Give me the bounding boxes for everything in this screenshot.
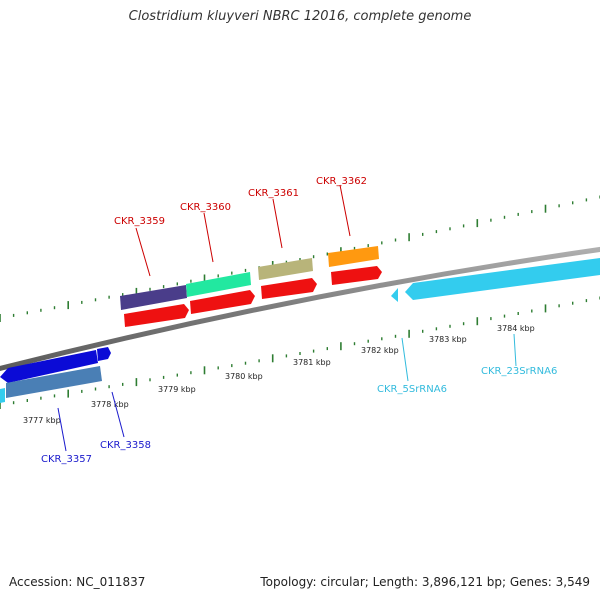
label-ckr-23srrna6: CKR_23SrRNA6 — [481, 366, 557, 377]
gene-labels: CKR_3359 CKR_3360 CKR_3361 CKR_3362 CKR_… — [41, 176, 557, 465]
inner-tick-ruler — [0, 296, 600, 409]
tick-label-3783: 3783 kbp — [429, 335, 467, 344]
gene-ckr-23srrna6[interactable] — [405, 258, 600, 300]
tick-labels: 3777 kbp 3778 kbp 3779 kbp 3780 kbp 3781… — [23, 324, 535, 425]
label-ckr-5srrna6: CKR_5SrRNA6 — [377, 384, 447, 395]
genome-summary-text: Topology: circular; Length: 3,896,121 bp… — [260, 575, 590, 589]
gene-ckr-3359[interactable] — [120, 285, 187, 310]
gene-ckr-3357-tail[interactable] — [97, 347, 111, 361]
tick-label-3782: 3782 kbp — [361, 346, 399, 355]
label-ckr-3357: CKR_3357 — [41, 454, 92, 465]
tick-label-3784: 3784 kbp — [497, 324, 535, 333]
leader-lines — [57, 184, 517, 452]
label-ckr-3359: CKR_3359 — [114, 216, 165, 227]
genome-backbone — [0, 246, 600, 372]
gene-ckr-3358-edge — [0, 388, 5, 403]
cds-feature-4[interactable] — [331, 266, 382, 285]
tick-label-3780: 3780 kbp — [225, 372, 263, 381]
cds-feature-3[interactable] — [261, 278, 317, 299]
gene-ckr-3357[interactable] — [0, 350, 98, 383]
tick-label-3778: 3778 kbp — [91, 400, 129, 409]
cds-feature-1[interactable] — [124, 304, 189, 327]
label-ckr-3360: CKR_3360 — [180, 202, 231, 213]
tick-label-3777: 3777 kbp — [23, 416, 61, 425]
tick-label-3781: 3781 kbp — [293, 358, 331, 367]
tick-label-3779: 3779 kbp — [158, 385, 196, 394]
label-ckr-3361: CKR_3361 — [248, 188, 299, 199]
map-title: Clostridium kluyveri NBRC 12016, complet… — [128, 9, 472, 24]
gene-ckr-3362[interactable] — [328, 246, 379, 267]
gene-ckr-3358[interactable] — [6, 366, 102, 398]
gene-ckr-5srrna6[interactable] — [391, 288, 398, 302]
accession-text: Accession: NC_011837 — [9, 575, 146, 589]
cds-feature-2[interactable] — [190, 290, 255, 314]
label-ckr-3358: CKR_3358 — [100, 440, 151, 451]
label-ckr-3362: CKR_3362 — [316, 176, 367, 187]
gene-ckr-3361[interactable] — [258, 258, 313, 280]
gene-ckr-3360[interactable] — [186, 272, 251, 297]
